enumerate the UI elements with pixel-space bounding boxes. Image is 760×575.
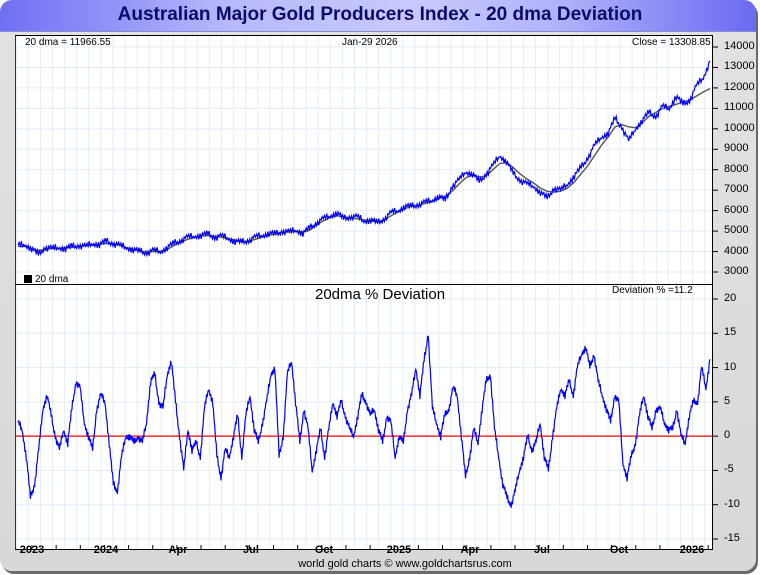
time-tick-label: Jul bbox=[534, 544, 550, 556]
time-tick-label: 2024 bbox=[93, 544, 119, 556]
deviation-panel-title: 20dma % Deviation bbox=[315, 286, 446, 303]
date-readout: Jan-29 2026 bbox=[342, 37, 398, 48]
deviation-tick-label: 20 bbox=[724, 292, 737, 304]
close-readout: Close = 13308.85 bbox=[632, 37, 711, 48]
legend-swatch bbox=[24, 275, 32, 283]
price-tick-label: 7000 bbox=[724, 183, 749, 196]
price-tick-label: 11000 bbox=[724, 101, 754, 114]
chart-title: Australian Major Gold Producers Index - … bbox=[117, 4, 643, 25]
time-tick-label: 2026 bbox=[679, 544, 705, 556]
deviation-tick-label: 10 bbox=[724, 360, 737, 373]
price-tick-label: 14000 bbox=[724, 40, 755, 52]
deviation-tick-label: -5 bbox=[724, 463, 734, 476]
price-tick-label: 8000 bbox=[724, 162, 749, 175]
time-tick-label: 2023 bbox=[19, 544, 45, 556]
price-tick-label: 3000 bbox=[724, 265, 749, 277]
price-tick-label: 5000 bbox=[724, 224, 749, 237]
title-bar bbox=[0, 0, 756, 32]
deviation-readout: Deviation % =11.2 bbox=[612, 285, 693, 296]
time-tick-label: Oct bbox=[609, 544, 629, 556]
time-tick-label: Apr bbox=[168, 544, 188, 556]
time-tick-label: 2025 bbox=[386, 544, 412, 556]
plot-area bbox=[15, 35, 713, 550]
price-tick-label: 13000 bbox=[724, 60, 755, 73]
deviation-tick-label: -10 bbox=[724, 497, 740, 510]
price-tick-label: 9000 bbox=[724, 142, 749, 155]
deviation-tick-label: 5 bbox=[724, 394, 731, 407]
deviation-tick-label: -15 bbox=[724, 532, 740, 544]
price-tick-label: 12000 bbox=[724, 80, 755, 93]
deviation-tick-label: 0 bbox=[724, 429, 731, 442]
dma-line bbox=[18, 87, 711, 253]
deviation-line bbox=[17, 335, 711, 508]
price-tick-label: 10000 bbox=[724, 121, 755, 134]
time-tick-label: Oct bbox=[314, 544, 334, 556]
price-tick-label: 4000 bbox=[724, 244, 749, 257]
price-tick-label: 6000 bbox=[724, 203, 749, 216]
time-tick-label: Jul bbox=[243, 544, 259, 556]
legend-label: 20 dma bbox=[35, 274, 69, 285]
legend-20dma: 20 dma bbox=[24, 274, 68, 285]
dma-readout: 20 dma = 11966.55 bbox=[25, 37, 111, 48]
time-tick-label: Apr bbox=[460, 544, 480, 556]
price-line bbox=[17, 60, 711, 258]
footer-credit: world gold charts © www.goldchartsrus.co… bbox=[298, 558, 512, 570]
deviation-tick-label: 15 bbox=[724, 326, 737, 339]
